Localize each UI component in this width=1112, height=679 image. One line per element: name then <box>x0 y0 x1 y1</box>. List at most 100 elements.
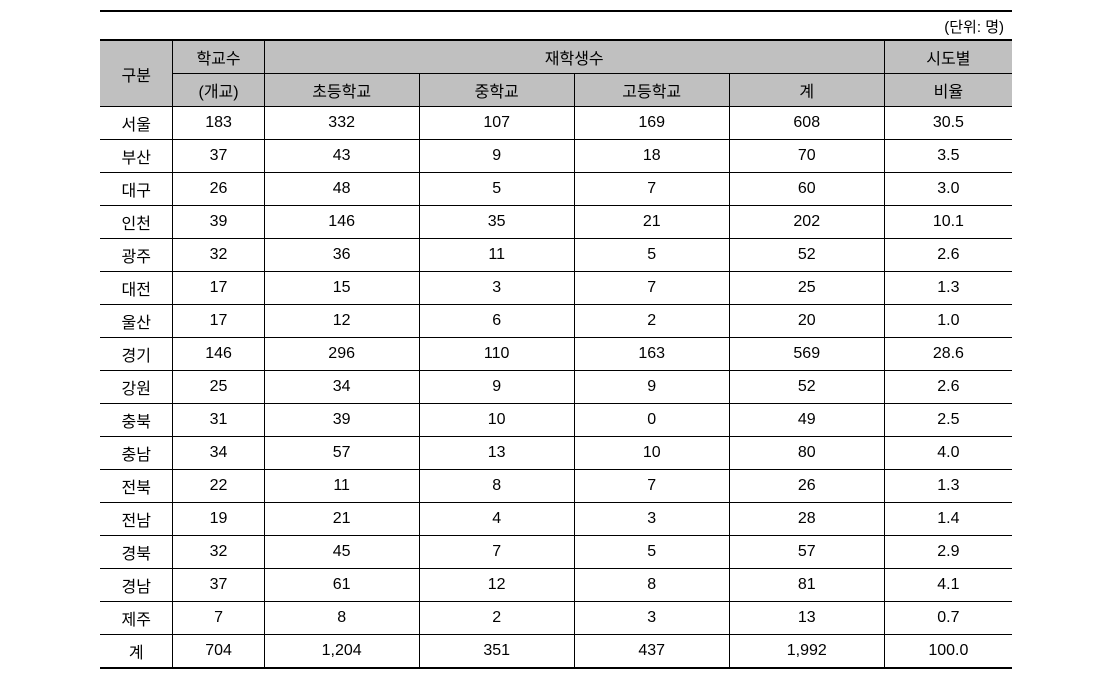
cell-total: 81 <box>729 569 884 602</box>
header-ratio: 시도별 <box>884 40 1012 74</box>
cell-ratio: 0.7 <box>884 602 1012 635</box>
cell-elementary: 15 <box>264 272 419 305</box>
cell-region: 강원 <box>100 371 173 404</box>
cell-middle: 8 <box>419 470 574 503</box>
cell-ratio: 10.1 <box>884 206 1012 239</box>
table-header: 구분 학교수 재학생수 시도별 (개교) 초등학교 중학교 고등학교 계 비율 <box>100 40 1012 107</box>
cell-middle: 110 <box>419 338 574 371</box>
cell-middle: 107 <box>419 107 574 140</box>
cell-region: 제주 <box>100 602 173 635</box>
cell-ratio: 1.3 <box>884 470 1012 503</box>
table-row: 전북221187261.3 <box>100 470 1012 503</box>
unit-label: (단위: 명) <box>100 10 1012 37</box>
cell-ratio: 1.3 <box>884 272 1012 305</box>
cell-high: 169 <box>574 107 729 140</box>
cell-ratio: 30.5 <box>884 107 1012 140</box>
cell-elementary: 48 <box>264 173 419 206</box>
table-row: 제주7823130.7 <box>100 602 1012 635</box>
cell-schools: 32 <box>173 536 264 569</box>
cell-middle: 2 <box>419 602 574 635</box>
table-row: 경기14629611016356928.6 <box>100 338 1012 371</box>
table-row: 충남34571310804.0 <box>100 437 1012 470</box>
cell-schools: 7 <box>173 602 264 635</box>
table-row: 광주3236115522.6 <box>100 239 1012 272</box>
cell-high: 0 <box>574 404 729 437</box>
cell-schools: 19 <box>173 503 264 536</box>
cell-middle: 9 <box>419 371 574 404</box>
cell-middle: 35 <box>419 206 574 239</box>
cell-middle: 10 <box>419 404 574 437</box>
cell-total: 1,992 <box>729 635 884 669</box>
cell-ratio: 2.5 <box>884 404 1012 437</box>
cell-middle: 4 <box>419 503 574 536</box>
cell-elementary: 43 <box>264 140 419 173</box>
cell-total: 569 <box>729 338 884 371</box>
cell-elementary: 34 <box>264 371 419 404</box>
cell-region: 경북 <box>100 536 173 569</box>
cell-total: 20 <box>729 305 884 338</box>
cell-region: 대구 <box>100 173 173 206</box>
cell-ratio: 3.0 <box>884 173 1012 206</box>
header-students: 재학생수 <box>264 40 884 74</box>
table-body: 서울18333210716960830.5부산3743918703.5대구264… <box>100 107 1012 669</box>
cell-region: 전남 <box>100 503 173 536</box>
cell-total: 60 <box>729 173 884 206</box>
header-elementary: 초등학교 <box>264 74 419 107</box>
cell-region: 충북 <box>100 404 173 437</box>
cell-elementary: 1,204 <box>264 635 419 669</box>
cell-schools: 26 <box>173 173 264 206</box>
cell-schools: 17 <box>173 272 264 305</box>
table-row: 경남3761128814.1 <box>100 569 1012 602</box>
header-middle: 중학교 <box>419 74 574 107</box>
header-high: 고등학교 <box>574 74 729 107</box>
cell-schools: 25 <box>173 371 264 404</box>
cell-total: 49 <box>729 404 884 437</box>
cell-middle: 6 <box>419 305 574 338</box>
cell-high: 7 <box>574 173 729 206</box>
cell-middle: 12 <box>419 569 574 602</box>
cell-middle: 5 <box>419 173 574 206</box>
table-row: 계7041,2043514371,992100.0 <box>100 635 1012 669</box>
cell-schools: 39 <box>173 206 264 239</box>
cell-elementary: 11 <box>264 470 419 503</box>
cell-high: 7 <box>574 272 729 305</box>
cell-schools: 37 <box>173 569 264 602</box>
cell-total: 13 <box>729 602 884 635</box>
cell-total: 52 <box>729 371 884 404</box>
table-row: 전남192143281.4 <box>100 503 1012 536</box>
cell-schools: 22 <box>173 470 264 503</box>
cell-ratio: 3.5 <box>884 140 1012 173</box>
cell-region: 전북 <box>100 470 173 503</box>
cell-elementary: 146 <box>264 206 419 239</box>
cell-region: 대전 <box>100 272 173 305</box>
cell-high: 8 <box>574 569 729 602</box>
cell-ratio: 2.9 <box>884 536 1012 569</box>
cell-region: 충남 <box>100 437 173 470</box>
cell-region: 서울 <box>100 107 173 140</box>
cell-region: 부산 <box>100 140 173 173</box>
cell-ratio: 28.6 <box>884 338 1012 371</box>
cell-high: 7 <box>574 470 729 503</box>
cell-ratio: 4.1 <box>884 569 1012 602</box>
table-row: 경북324575572.9 <box>100 536 1012 569</box>
table-row: 대구264857603.0 <box>100 173 1012 206</box>
header-schools: 학교수 <box>173 40 264 74</box>
cell-total: 26 <box>729 470 884 503</box>
cell-high: 3 <box>574 602 729 635</box>
cell-ratio: 2.6 <box>884 371 1012 404</box>
cell-ratio: 1.0 <box>884 305 1012 338</box>
cell-total: 70 <box>729 140 884 173</box>
cell-middle: 3 <box>419 272 574 305</box>
cell-region: 인천 <box>100 206 173 239</box>
cell-elementary: 21 <box>264 503 419 536</box>
cell-elementary: 296 <box>264 338 419 371</box>
cell-high: 5 <box>574 536 729 569</box>
cell-elementary: 36 <box>264 239 419 272</box>
header-subtotal: 계 <box>729 74 884 107</box>
cell-total: 28 <box>729 503 884 536</box>
cell-elementary: 61 <box>264 569 419 602</box>
cell-schools: 704 <box>173 635 264 669</box>
header-region: 구분 <box>100 40 173 107</box>
cell-schools: 183 <box>173 107 264 140</box>
cell-middle: 7 <box>419 536 574 569</box>
